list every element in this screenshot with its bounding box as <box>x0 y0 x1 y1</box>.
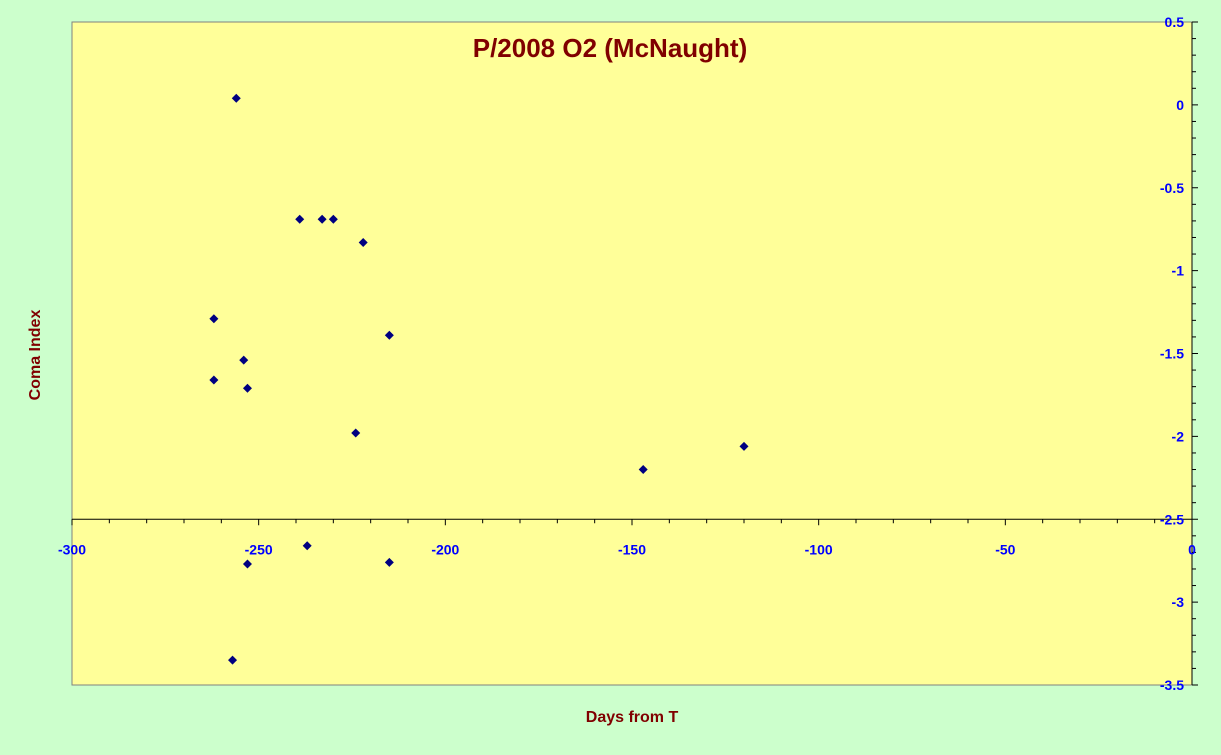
data-point <box>209 375 219 385</box>
data-point <box>328 214 338 224</box>
data-points-layer <box>209 93 749 665</box>
data-point <box>317 214 327 224</box>
x-tick-label: -100 <box>805 541 833 557</box>
x-tick-label: -250 <box>245 541 273 557</box>
y-tick-label: -0.5 <box>1160 180 1184 196</box>
data-point <box>739 441 749 451</box>
axes-layer <box>71 21 1198 686</box>
data-point <box>302 541 312 551</box>
data-point <box>228 655 238 665</box>
y-axis-label: Coma Index <box>27 310 44 401</box>
y-tick-label: -1 <box>1172 263 1185 279</box>
data-point <box>638 465 648 475</box>
chart-title: P/2008 O2 (McNaught) <box>473 33 748 63</box>
data-point <box>239 355 249 365</box>
x-tick-label: 0 <box>1188 541 1196 557</box>
data-point <box>242 559 252 569</box>
x-tick-label: -150 <box>618 541 646 557</box>
y-tick-label: -3 <box>1172 594 1185 610</box>
data-point <box>384 330 394 340</box>
x-tick-label: -200 <box>431 541 459 557</box>
data-point <box>351 428 361 438</box>
x-tick-label: -50 <box>995 541 1015 557</box>
data-point <box>358 237 368 247</box>
data-point <box>295 214 305 224</box>
data-point <box>384 557 394 567</box>
y-tick-label: -1.5 <box>1160 346 1184 362</box>
x-axis-label: Days from T <box>586 709 679 726</box>
tick-labels-layer: -300 -250 -200 -150 -100 -50 0 0.5 0 -0.5 -1 -1.5 -2… <box>58 14 1196 693</box>
y-tick-label: -2 <box>1172 428 1185 444</box>
y-tick-label: 0 <box>1176 97 1184 113</box>
plot-area <box>71 21 1193 686</box>
data-point <box>231 93 241 103</box>
y-tick-label: -3.5 <box>1160 677 1184 693</box>
y-tick-label: 0.5 <box>1165 14 1185 30</box>
data-point <box>242 383 252 393</box>
data-point <box>209 314 219 324</box>
y-tick-label: -2.5 <box>1160 511 1184 527</box>
x-tick-label: -300 <box>58 541 86 557</box>
